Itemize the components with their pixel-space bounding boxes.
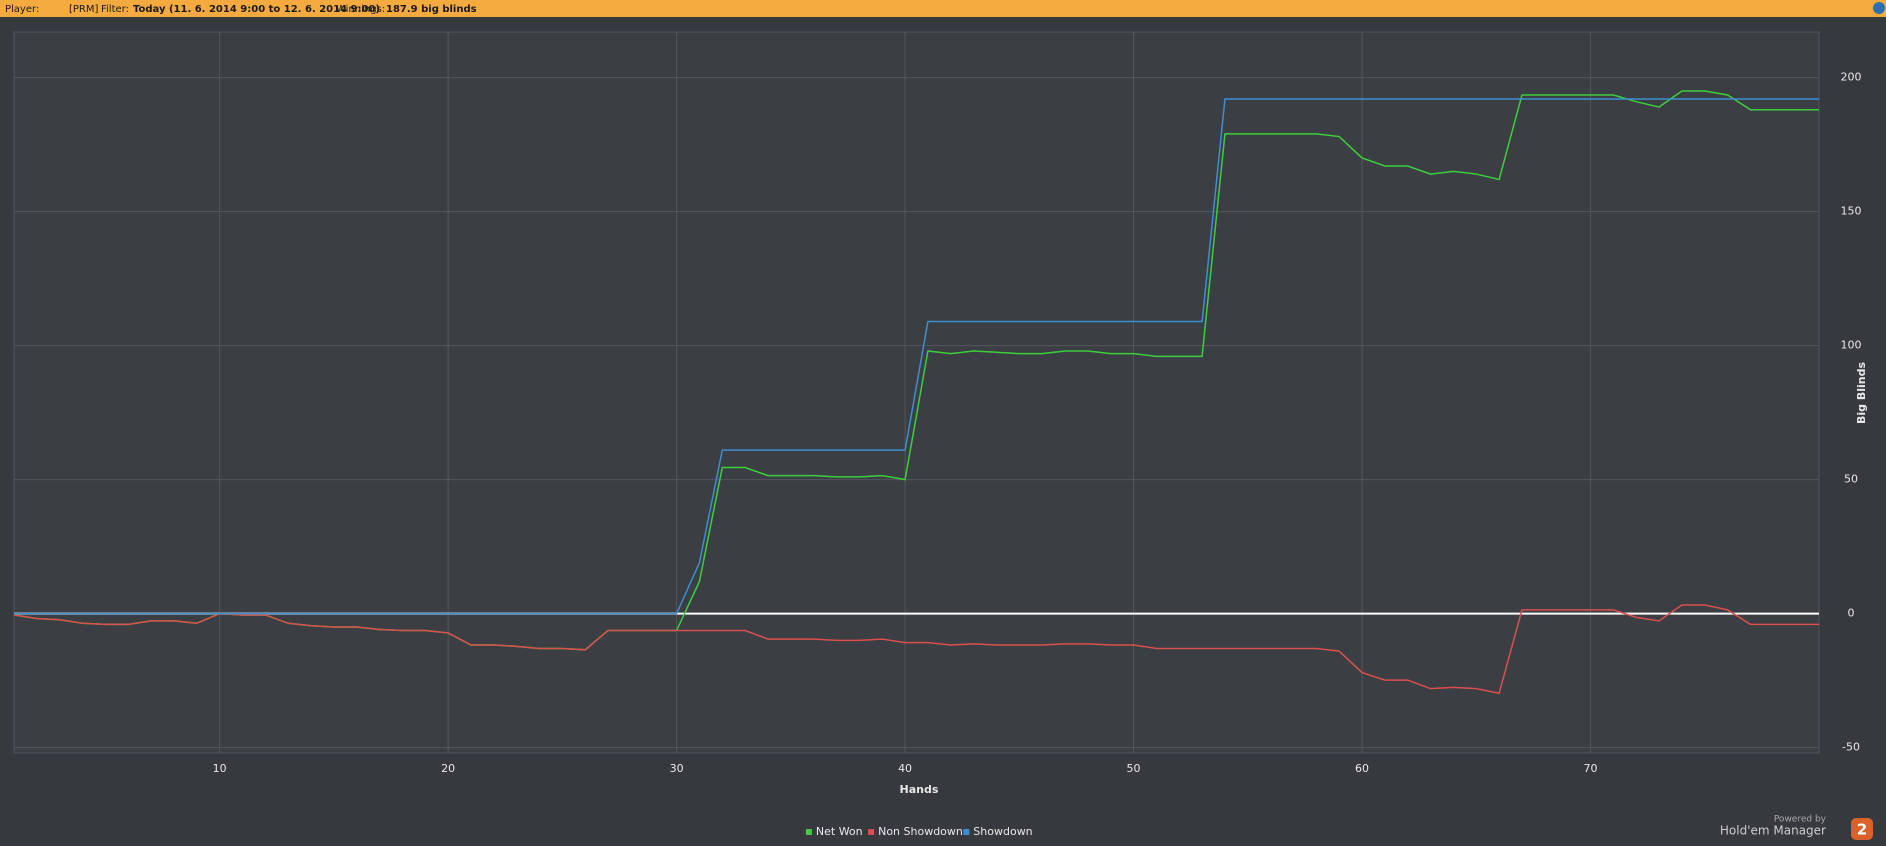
y-tick-label: 200 <box>1841 71 1862 84</box>
y-tick-label: 50 <box>1844 473 1858 486</box>
winnings: 187.9 big blinds <box>386 4 477 15</box>
legend-swatch <box>805 829 812 835</box>
x-axis-label: Hands <box>900 783 939 796</box>
legend-swatch <box>963 829 970 835</box>
player: [PRM] <box>69 4 99 15</box>
y-tick-label: -50 <box>1842 741 1860 754</box>
legend-label: Showdown <box>973 825 1032 838</box>
header-bar: Player: [PRM] Filter: Today (11. 6. 2014… <box>0 0 1886 17</box>
x-tick-label: 30 <box>670 762 684 775</box>
header-background <box>0 0 1886 17</box>
series-line <box>14 98 1819 615</box>
winnings-label: Winnings: <box>336 4 385 15</box>
logo-text: 2 <box>1857 821 1867 839</box>
player-label: Player: <box>5 4 39 15</box>
y-tick-label: 150 <box>1841 205 1862 218</box>
legend-label: Net Won <box>816 825 863 838</box>
plot-area <box>13 31 1820 754</box>
x-tick-label: 50 <box>1127 762 1141 775</box>
legend-swatch <box>868 829 875 835</box>
filter: Today (11. 6. 2014 9:00 to 12. 6. 2014 9… <box>133 4 380 15</box>
y-axis-label: Big Blinds <box>1855 362 1868 424</box>
x-tick-label: 60 <box>1355 762 1369 775</box>
help-button[interactable] <box>1873 2 1885 14</box>
x-tick-label: 70 <box>1584 762 1598 775</box>
logo-badge <box>1851 818 1873 840</box>
x-tick-label: 10 <box>213 762 227 775</box>
product-name: Hold'em Manager <box>1720 824 1826 838</box>
x-tick-label: 20 <box>441 762 455 775</box>
filter-label: Filter: <box>101 4 129 15</box>
powered-by: Powered by <box>1774 815 1827 825</box>
legend-label: Non Showdown <box>878 825 963 838</box>
y-tick-label: 0 <box>1848 607 1855 620</box>
y-tick-label: 100 <box>1841 339 1862 352</box>
series-line <box>13 604 1819 695</box>
x-tick-label: 40 <box>898 762 912 775</box>
branding: Powered by Hold'em Manager 2 <box>1720 815 1873 840</box>
